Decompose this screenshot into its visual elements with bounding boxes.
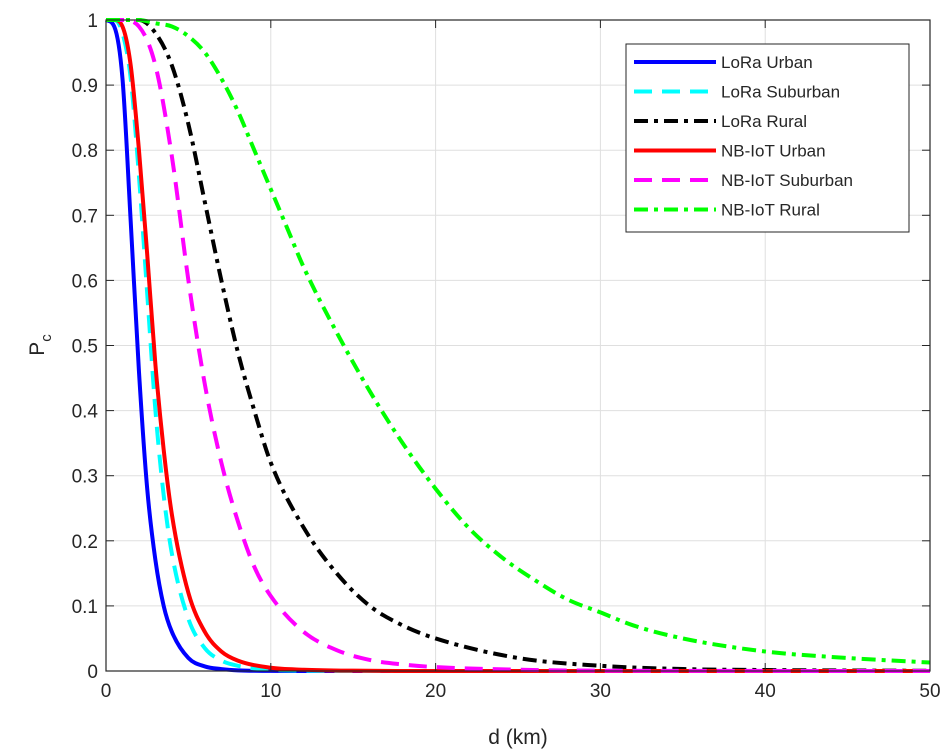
legend-label-3: NB-IoT Urban — [721, 142, 826, 161]
legend-label-1: LoRa Suburban — [721, 83, 840, 102]
y-tick-label: 0.3 — [72, 467, 98, 488]
legend-label-2: LoRa Rural — [721, 112, 807, 131]
y-tick-label: 1 — [87, 11, 98, 32]
legend-label-5: NB-IoT Rural — [721, 201, 820, 220]
x-axis-label: d (km) — [488, 726, 548, 749]
y-tick-label: 0.5 — [72, 337, 98, 358]
y-tick-label: 0.6 — [72, 271, 98, 292]
series-line-4 — [105, 18, 931, 673]
y-tick-label: 0 — [87, 662, 98, 683]
legend-box — [625, 43, 910, 233]
y-axis-label-main: P — [26, 342, 49, 356]
y-tick-label: 0.9 — [72, 76, 98, 97]
y-tick-label: 0.4 — [72, 402, 99, 423]
y-tick-label: 0.7 — [72, 206, 98, 227]
series-line-2 — [105, 18, 931, 673]
series-line-1 — [105, 18, 930, 674]
legend: LoRa Urban LoRa Suburban LoRa Rural NB-IoT … — [625, 43, 910, 233]
x-tick-label: 30 — [590, 681, 611, 702]
y-tick-label: 0.1 — [72, 597, 98, 618]
x-tick-label: 50 — [919, 681, 940, 702]
x-tick-label: 0 — [101, 681, 112, 702]
series-line-5 — [105, 18, 931, 665]
legend-label-0: LoRa Urban — [721, 53, 813, 72]
x-tick-label: 40 — [755, 681, 776, 702]
legend-label-4: NB-IoT Suburban — [721, 171, 853, 190]
svg-text:Pc: Pc — [26, 334, 55, 356]
x-tick-label: 20 — [425, 681, 446, 702]
y-tick-label: 0.2 — [72, 532, 98, 553]
x-tick-label: 10 — [260, 681, 281, 702]
ticks: 0 10 20 30 40 50 0 0.1 0.2 0.3 0.4 0.5 0.6 0.7 0.8 0.9 1 — [72, 11, 941, 702]
y-axis-label-sub: c — [38, 334, 55, 342]
y-axis-label: Pc — [26, 334, 55, 356]
y-tick-label: 0.8 — [72, 141, 98, 162]
